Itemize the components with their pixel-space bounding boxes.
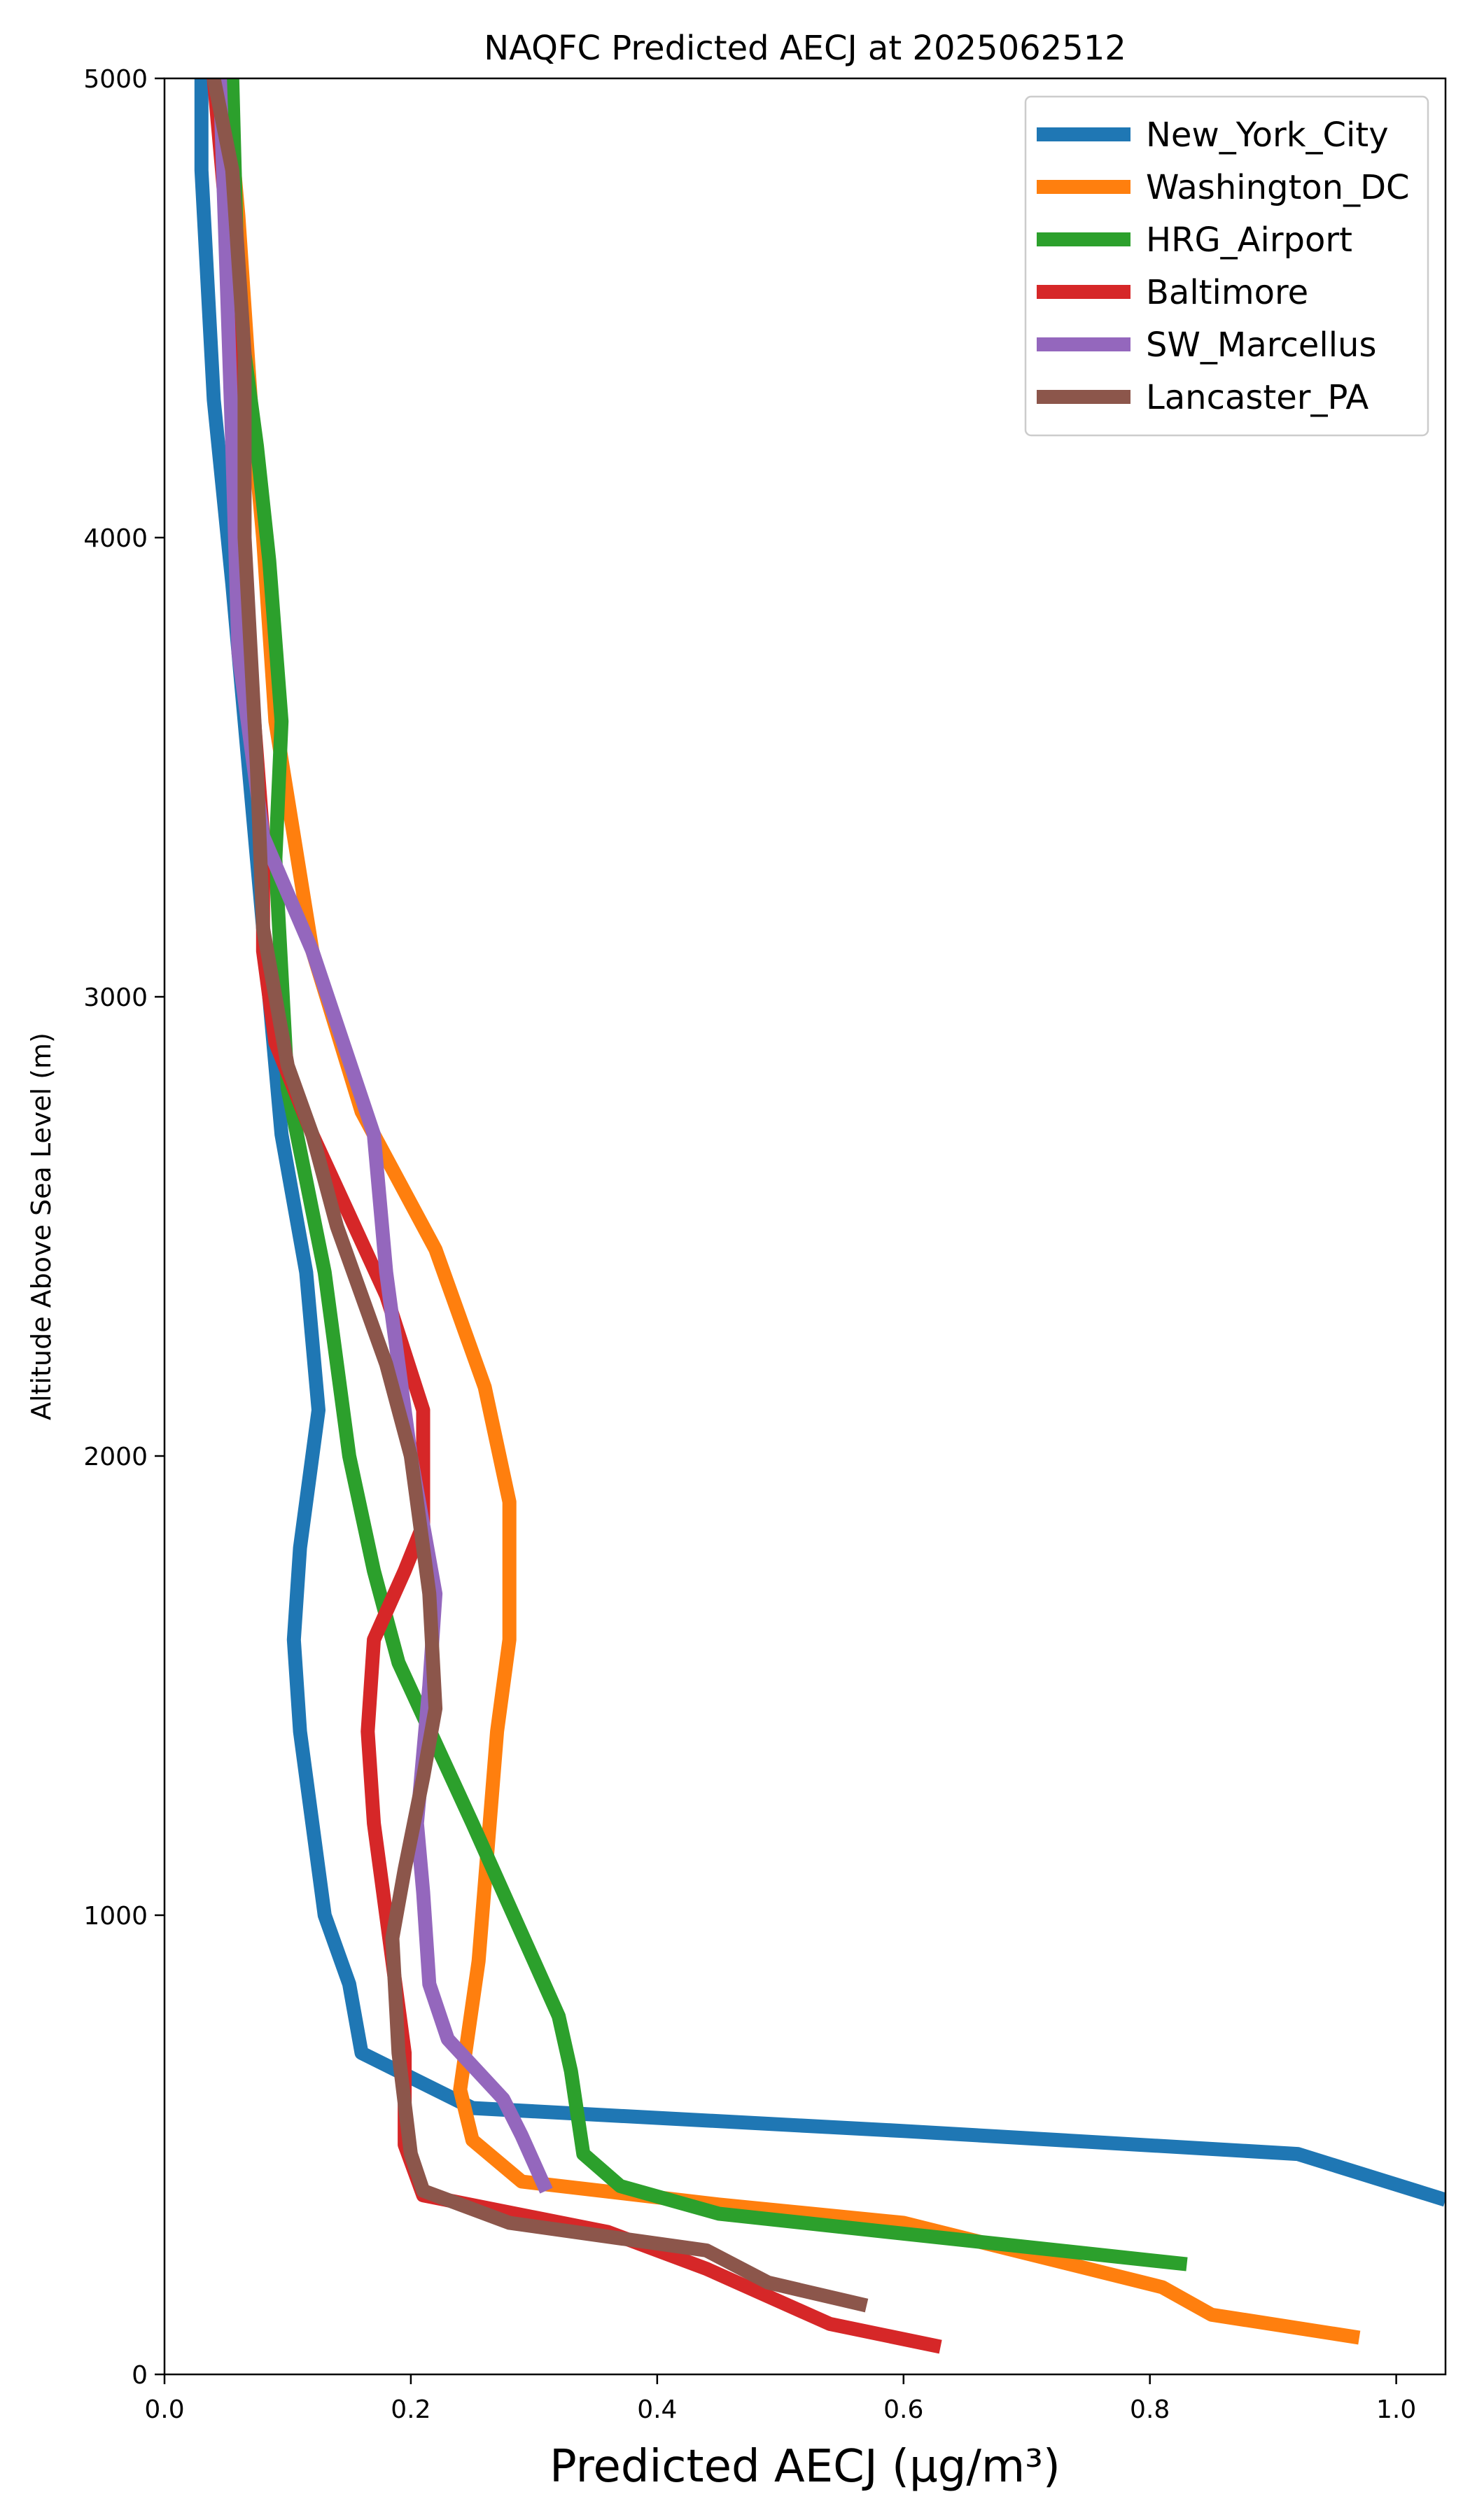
- plot-area: [163, 77, 1447, 2376]
- legend-label: Washington_DC: [1146, 168, 1410, 207]
- legend-label: HRG_Airport: [1146, 220, 1352, 260]
- x-axis: 0.0 0.2 0.4 0.6 0.8 1.0: [144, 2374, 1416, 2424]
- legend-label: Lancaster_PA: [1146, 378, 1368, 417]
- x-tick-label: 1.0: [1376, 2395, 1416, 2424]
- x-tick-label: 0.0: [144, 2395, 184, 2424]
- series-line-hrg-airport: [225, 78, 1188, 2272]
- x-axis-label: Predicted AECJ (μg/m³): [550, 2441, 1060, 2493]
- plot-frame: [163, 77, 1447, 2376]
- legend-label: New_York_City: [1146, 115, 1389, 155]
- series-layer: [194, 78, 1446, 2354]
- y-tick-label: 1000: [83, 1902, 148, 1931]
- x-tick-label: 0.8: [1130, 2395, 1170, 2424]
- legend-label: SW_Marcellus: [1146, 326, 1376, 365]
- legend: New_York_City Washington_DC HRG_Airport Bal…: [1024, 95, 1429, 437]
- y-axis-label: Altitude Above Sea Level (m): [26, 1032, 57, 1420]
- x-tick-label: 0.6: [883, 2395, 923, 2424]
- y-tick-label: 0: [132, 2361, 148, 2390]
- y-tick-label: 2000: [83, 1443, 148, 1471]
- legend-label: Baltimore: [1146, 273, 1308, 312]
- y-tick-label: 4000: [83, 524, 148, 553]
- y-tick-label: 5000: [83, 65, 148, 94]
- x-tick-label: 0.4: [637, 2395, 677, 2424]
- series-line-lancaster-pa: [206, 78, 869, 2313]
- x-tick-label: 0.2: [391, 2395, 430, 2424]
- chart-title: NAQFC Predicted AECJ at 2025062512: [484, 29, 1126, 68]
- y-axis: 0 1000 2000 3000 4000 5000: [83, 65, 164, 2390]
- y-tick-label: 3000: [83, 983, 148, 1012]
